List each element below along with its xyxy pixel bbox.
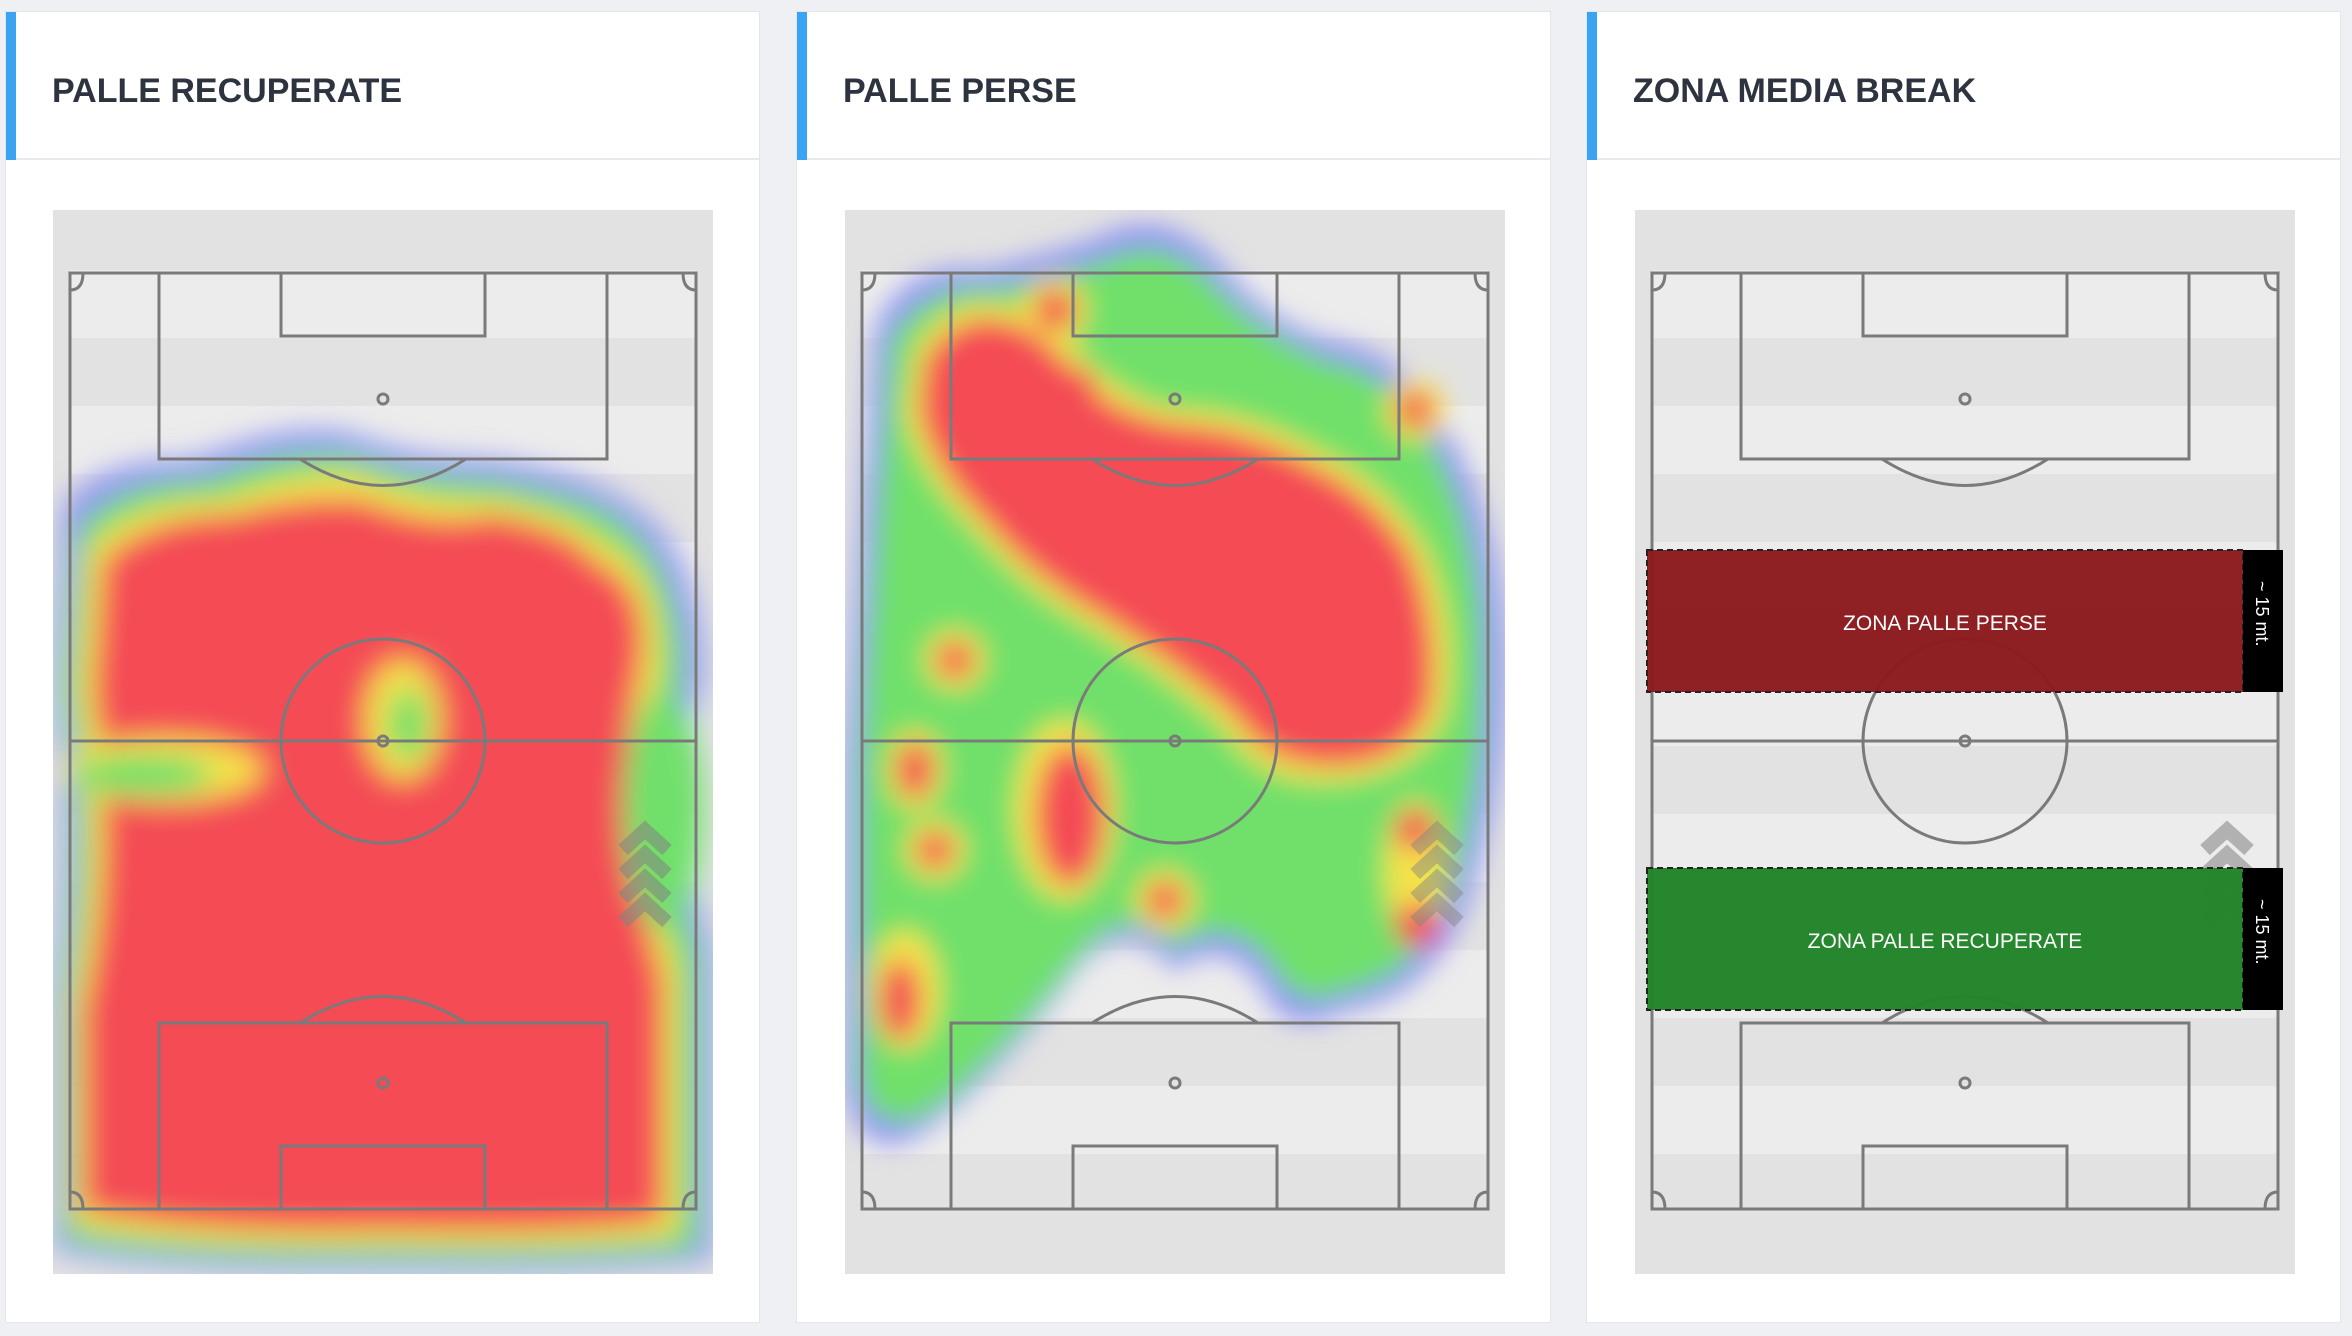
panel-title: ZONA MEDIA BREAK (1633, 72, 1977, 110)
pitch-lines (68, 271, 698, 1211)
direction-chevrons-icon (1410, 820, 1464, 928)
zone-lost-label: ZONA PALLE PERSE (1843, 612, 2047, 635)
pitch-zones[interactable]: ZONA PALLE PERSE ~ 15 mt. ZONA PALLE REC… (1635, 210, 2295, 1274)
zone-recovered-label: ZONA PALLE RECUPERATE (1808, 930, 2083, 953)
pitch-lines (860, 271, 1490, 1211)
heatmap-layer (53, 430, 713, 1271)
pitch-lines (1650, 271, 2280, 1211)
zone-recovered-distance: ~ 15 mt. (2252, 899, 2272, 965)
panel-zona-media-break: ZONA MEDIA BREAK (1587, 12, 2340, 1322)
pitch-heatmap-lost[interactable] (845, 210, 1505, 1274)
zone-palle-perse[interactable]: ZONA PALLE PERSE ~ 15 mt. (1646, 549, 2283, 693)
panel-accent-bar (6, 12, 16, 160)
panel-header: ZONA MEDIA BREAK (1587, 12, 2340, 160)
panel-header: PALLE RECUPERATE (6, 12, 759, 160)
heatmap-layer (845, 225, 1505, 1144)
panel-accent-bar (797, 12, 807, 160)
direction-chevrons-icon (618, 820, 672, 928)
panel-palle-perse: PALLE PERSE (797, 12, 1550, 1322)
panel-title: PALLE RECUPERATE (52, 72, 403, 110)
panel-accent-bar (1587, 12, 1597, 160)
panel-palle-recuperate: PALLE RECUPERATE (6, 12, 759, 1322)
panel-title: PALLE PERSE (843, 72, 1077, 110)
panel-header: PALLE PERSE (797, 12, 1550, 160)
pitch-heatmap-recovered[interactable] (53, 210, 713, 1274)
zone-palle-recuperate[interactable]: ZONA PALLE RECUPERATE ~ 15 mt. (1646, 867, 2283, 1011)
zone-lost-distance: ~ 15 mt. (2252, 581, 2272, 647)
